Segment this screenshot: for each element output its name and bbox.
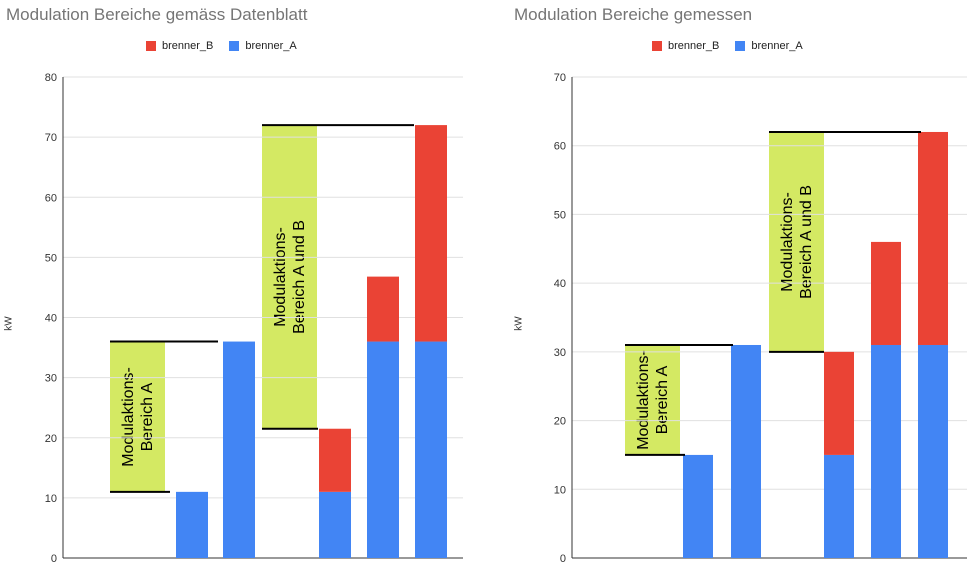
chart-gemessen: Modulation Bereiche gemessen brenner_B b… bbox=[487, 0, 973, 569]
bar-brenner-b bbox=[871, 241, 901, 345]
bar-brenner-b bbox=[319, 428, 351, 492]
bar-brenner-a bbox=[319, 491, 351, 558]
legend-label: brenner_A bbox=[751, 40, 803, 52]
y-tick-label: 70 bbox=[554, 72, 566, 84]
y-tick-label: 20 bbox=[45, 433, 57, 445]
legend-item-brenner-a: brenner_A bbox=[735, 40, 803, 52]
annotation-box: Modulaktions- Bereich A bbox=[625, 344, 680, 455]
y-tick-label: 60 bbox=[45, 192, 57, 204]
y-tick-label: 20 bbox=[554, 416, 566, 428]
y-tick-label: 70 bbox=[45, 132, 57, 144]
y-tick-label: 60 bbox=[554, 141, 566, 153]
bar-brenner-a bbox=[683, 454, 713, 558]
legend-label: brenner_B bbox=[162, 40, 214, 52]
y-tick-label: 0 bbox=[51, 553, 57, 565]
bar-brenner-a bbox=[918, 344, 948, 558]
legend: brenner_B brenner_A bbox=[652, 40, 819, 52]
legend-swatch-brenner-a bbox=[229, 41, 240, 51]
bar-brenner-a bbox=[824, 454, 854, 558]
bar-brenner-b bbox=[367, 276, 399, 342]
legend: brenner_B brenner_A bbox=[146, 40, 313, 52]
y-tick-label: 0 bbox=[560, 553, 566, 565]
chart-title: Modulation Bereiche gemessen bbox=[514, 5, 753, 24]
bar-brenner-a bbox=[871, 344, 901, 558]
bar-brenner-a bbox=[223, 341, 255, 558]
bar-brenner-b bbox=[918, 131, 948, 345]
bar-brenner-b bbox=[824, 351, 854, 455]
chart-datenblatt: Modulation Bereiche gemäss Datenblatt br… bbox=[0, 0, 486, 569]
y-tick-label: 50 bbox=[45, 252, 57, 264]
annotation-box: Modulaktions- Bereich A bbox=[110, 341, 165, 492]
y-tick-label: 80 bbox=[45, 72, 57, 84]
y-tick-label: 40 bbox=[45, 313, 57, 325]
annotation-box: Modulaktions- Bereich A und B bbox=[769, 131, 824, 352]
legend-swatch-brenner-b bbox=[652, 41, 662, 51]
bar-brenner-a bbox=[176, 491, 208, 558]
bar-brenner-b bbox=[415, 125, 447, 342]
bar-brenner-a bbox=[367, 341, 399, 558]
bar-brenner-a bbox=[731, 344, 761, 558]
y-tick-label: 50 bbox=[554, 209, 566, 221]
bar-brenner-a bbox=[415, 341, 447, 558]
y-tick-label: 30 bbox=[554, 347, 566, 359]
legend-label: brenner_B bbox=[668, 40, 720, 52]
plot-area: 0 10 20 30 40 50 60 70 bbox=[554, 72, 967, 565]
legend-item-brenner-b: brenner_B bbox=[146, 40, 213, 52]
legend-item-brenner-a: brenner_A bbox=[229, 40, 297, 52]
chart-title: Modulation Bereiche gemäss Datenblatt bbox=[6, 5, 308, 24]
plot-area: 0 10 20 30 40 50 60 70 80 bbox=[45, 72, 463, 565]
legend-swatch-brenner-a bbox=[735, 41, 746, 51]
legend-swatch-brenner-b bbox=[146, 41, 156, 51]
y-tick-label: 10 bbox=[554, 484, 566, 496]
y-tick-label: 40 bbox=[554, 278, 566, 290]
y-tick-label: 30 bbox=[45, 373, 57, 385]
legend-item-brenner-b: brenner_B bbox=[652, 40, 719, 52]
y-tick-label: 10 bbox=[45, 493, 57, 505]
legend-label: brenner_A bbox=[245, 40, 297, 52]
